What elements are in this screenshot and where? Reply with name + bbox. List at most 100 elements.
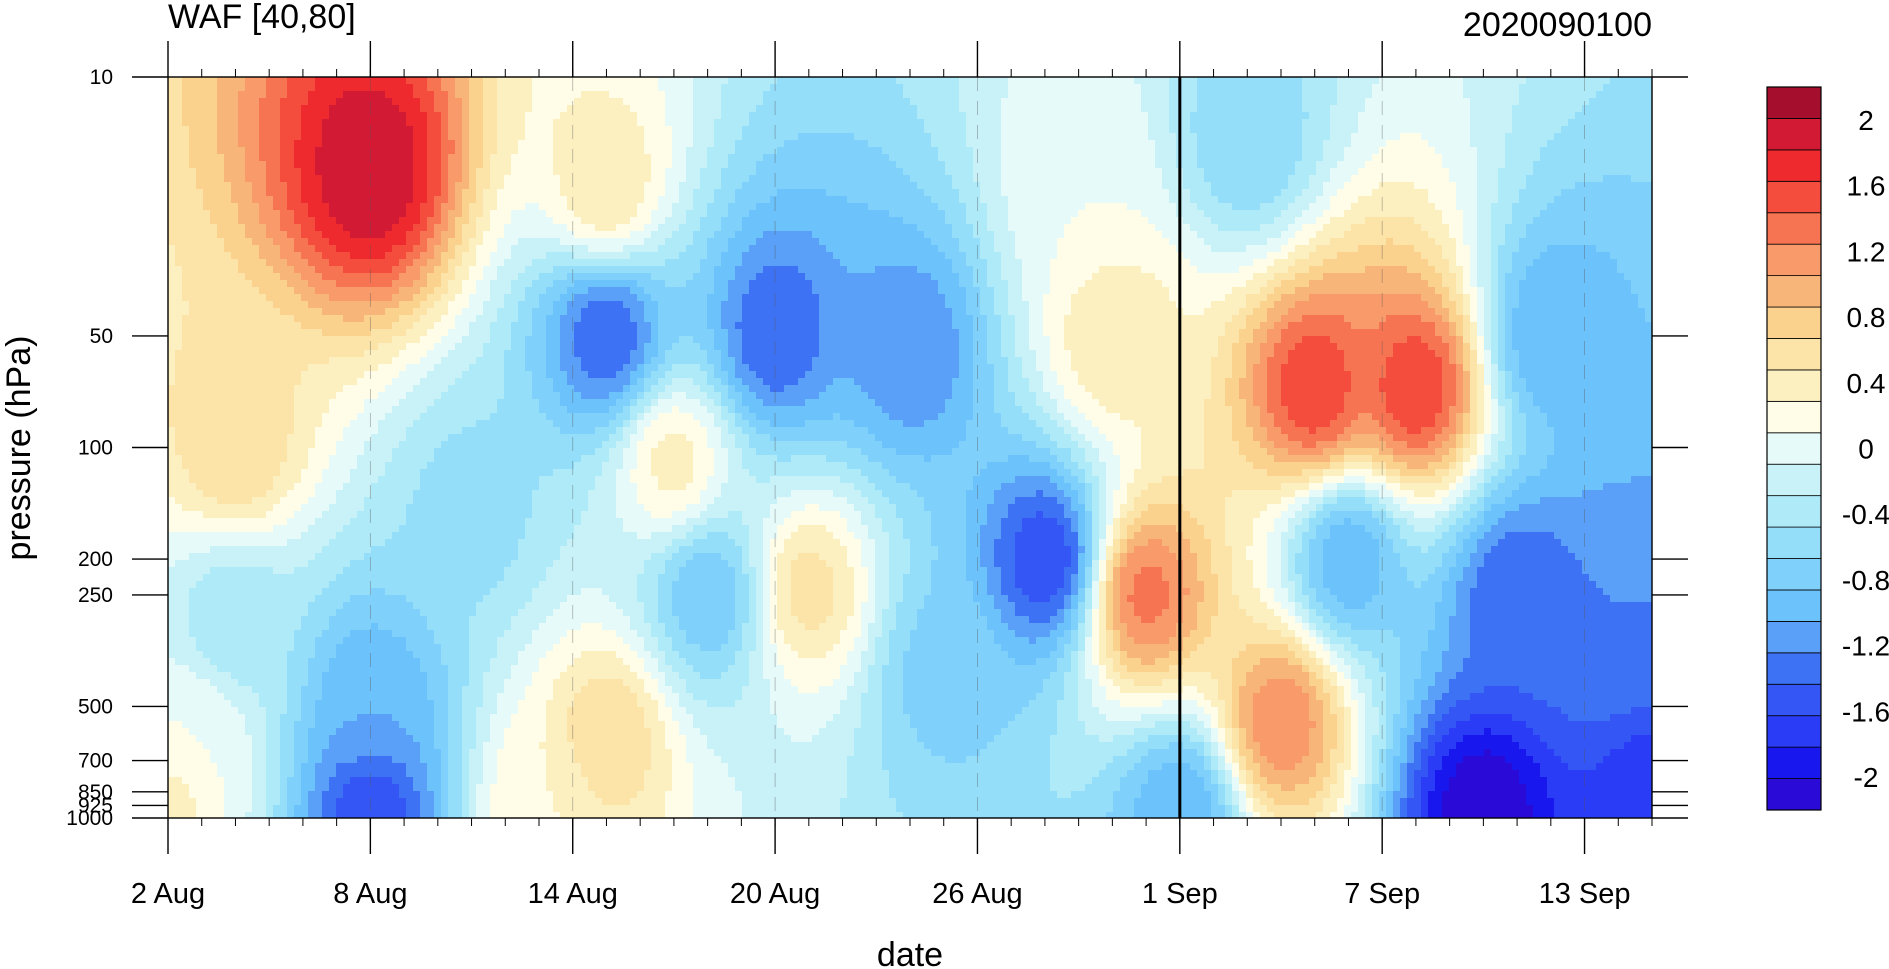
- heat-cell: [1505, 147, 1513, 155]
- heat-cell: [1078, 203, 1086, 211]
- heat-cell: [868, 182, 876, 190]
- heat-cell: [224, 175, 232, 183]
- heat-cell: [1372, 168, 1380, 176]
- heat-cell: [1260, 84, 1268, 92]
- heat-cell: [1211, 84, 1219, 92]
- heat-cell: [553, 168, 561, 176]
- heat-cell: [1225, 231, 1233, 239]
- heat-cell: [357, 210, 365, 218]
- heat-cell: [434, 105, 442, 113]
- heat-cell: [1260, 112, 1268, 120]
- heat-cell: [1036, 154, 1044, 162]
- heat-cell: [518, 77, 526, 85]
- heat-cell: [917, 175, 925, 183]
- heat-cell: [1435, 84, 1443, 92]
- heat-cell: [1386, 147, 1394, 155]
- heat-cell: [511, 154, 519, 162]
- heat-cell: [798, 175, 806, 183]
- heat-cell: [1232, 133, 1240, 141]
- heat-cell: [1008, 84, 1016, 92]
- heat-cell: [602, 147, 610, 155]
- heat-cell: [1582, 84, 1590, 92]
- heat-cell: [595, 161, 603, 169]
- heat-cell: [518, 182, 526, 190]
- heat-cell: [1372, 175, 1380, 183]
- heat-cell: [532, 175, 540, 183]
- heat-cell: [567, 112, 575, 120]
- heat-cell: [1603, 147, 1611, 155]
- heat-cell: [763, 203, 771, 211]
- heat-cell: [266, 196, 274, 204]
- heat-cell: [1253, 231, 1261, 239]
- heat-cell: [357, 168, 365, 176]
- heat-cell: [364, 91, 372, 99]
- heat-cell: [574, 196, 582, 204]
- heat-cell: [959, 154, 967, 162]
- heat-cell: [994, 105, 1002, 113]
- heat-cell: [1225, 126, 1233, 134]
- heat-cell: [1092, 154, 1100, 162]
- heat-cell: [1540, 140, 1548, 148]
- heat-cell: [1078, 175, 1086, 183]
- heat-cell: [917, 210, 925, 218]
- heat-cell: [329, 147, 337, 155]
- heat-cell: [917, 91, 925, 99]
- heat-cell: [945, 189, 953, 197]
- heat-cell: [1470, 98, 1478, 106]
- heat-cell: [581, 133, 589, 141]
- heat-cell: [189, 140, 197, 148]
- heat-cell: [966, 161, 974, 169]
- heat-cell: [259, 84, 267, 92]
- heat-cell: [1358, 161, 1366, 169]
- heat-cell: [1379, 112, 1387, 120]
- heat-cell: [1120, 217, 1128, 225]
- heat-cell: [854, 154, 862, 162]
- heat-cell: [224, 147, 232, 155]
- heat-cell: [595, 168, 603, 176]
- heat-cell: [1498, 203, 1506, 211]
- heat-cell: [1057, 84, 1065, 92]
- heat-cell: [441, 224, 449, 232]
- heat-cell: [1085, 231, 1093, 239]
- heat-cell: [644, 133, 652, 141]
- heat-cell: [1211, 161, 1219, 169]
- heat-cell: [819, 140, 827, 148]
- heat-cell: [1008, 182, 1016, 190]
- heat-cell: [707, 210, 715, 218]
- heat-cell: [1008, 224, 1016, 232]
- heat-cell: [763, 182, 771, 190]
- heat-cell: [707, 196, 715, 204]
- heat-cell: [1603, 112, 1611, 120]
- heat-cell: [539, 154, 547, 162]
- heat-cell: [357, 133, 365, 141]
- heat-cell: [868, 224, 876, 232]
- heat-cell: [1043, 168, 1051, 176]
- heat-cell: [770, 91, 778, 99]
- heat-cell: [1050, 126, 1058, 134]
- heat-cell: [280, 168, 288, 176]
- heat-cell: [798, 196, 806, 204]
- heat-cell: [175, 217, 183, 225]
- heat-cell: [777, 126, 785, 134]
- heat-cell: [1120, 210, 1128, 218]
- heat-cell: [413, 238, 421, 246]
- heat-cell: [945, 154, 953, 162]
- heat-cell: [217, 196, 225, 204]
- heat-cell: [1575, 196, 1583, 204]
- heat-cell: [980, 168, 988, 176]
- heat-cell: [1603, 168, 1611, 176]
- heat-cell: [1610, 84, 1618, 92]
- heat-cell: [868, 196, 876, 204]
- heat-cell: [1092, 147, 1100, 155]
- heat-cell: [693, 154, 701, 162]
- heat-cell: [1001, 196, 1009, 204]
- heat-cell: [903, 196, 911, 204]
- heat-cell: [560, 196, 568, 204]
- heat-cell: [602, 203, 610, 211]
- heat-cell: [1428, 217, 1436, 225]
- heat-cell: [1302, 182, 1310, 190]
- heat-cell: [350, 224, 358, 232]
- heat-cell: [987, 238, 995, 246]
- heat-cell: [805, 210, 813, 218]
- heat-cell: [343, 203, 351, 211]
